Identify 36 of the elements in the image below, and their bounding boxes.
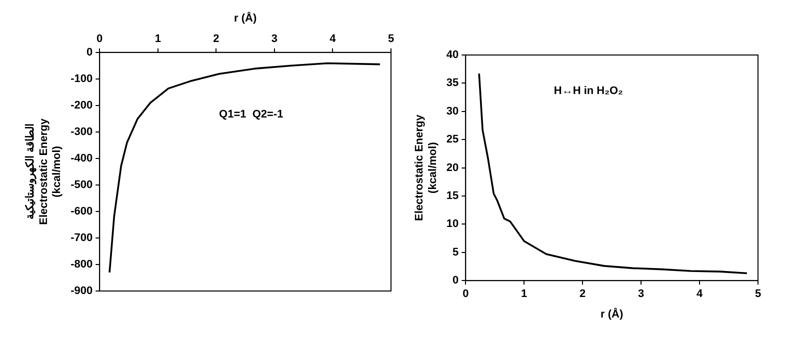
x-tick-label: 1 [521,288,528,300]
x-tick-label: 4 [330,32,337,45]
y-tick-label: -900 [70,285,93,298]
x-tick-label: 3 [271,32,278,45]
y-tick-label: 15 [446,190,459,202]
x-tick-label: 1 [154,32,161,45]
y-tick-label: -700 [70,232,93,244]
y-axis-title: Electrostatic Energy (kcal/mol) [414,114,439,221]
y-tick-label: -100 [70,72,93,85]
y-tick-label: 0 [86,46,93,58]
y-tick-label: 10 [446,218,459,230]
x-axis-title: r (Å) [600,307,624,320]
y-tick-label: -200 [70,99,93,112]
y-tick-label: -300 [70,126,93,138]
x-tick-label: 5 [388,32,394,45]
annotation: Q1=1 Q2=-1 [219,108,284,120]
x-tick-label: 4 [696,288,704,300]
y-tick-label: -400 [70,152,93,164]
y-tick-label: 35 [446,77,459,90]
y-tick-label: -500 [70,178,93,191]
y-tick-label: 40 [446,49,459,62]
x-tick-label: 5 [754,288,762,300]
y-tick-label: -800 [70,258,93,271]
y-tick-label: 5 [452,246,459,258]
x-tick-label: 3 [638,288,644,300]
y-tick-label: 0 [452,274,459,287]
annotation: H↔H in H₂O₂ [554,85,624,98]
y-tick-label: -600 [70,206,93,218]
y-tick-label: 25 [446,134,459,146]
y-tick-label: 30 [446,105,459,118]
x-tick-label: 0 [96,32,103,45]
x-tick-label: 0 [462,288,469,300]
y-tick-label: 20 [446,162,459,174]
x-tick-label: 2 [580,288,586,300]
x-axis-title: r (Å) [234,12,257,25]
x-tick-label: 2 [213,32,220,45]
